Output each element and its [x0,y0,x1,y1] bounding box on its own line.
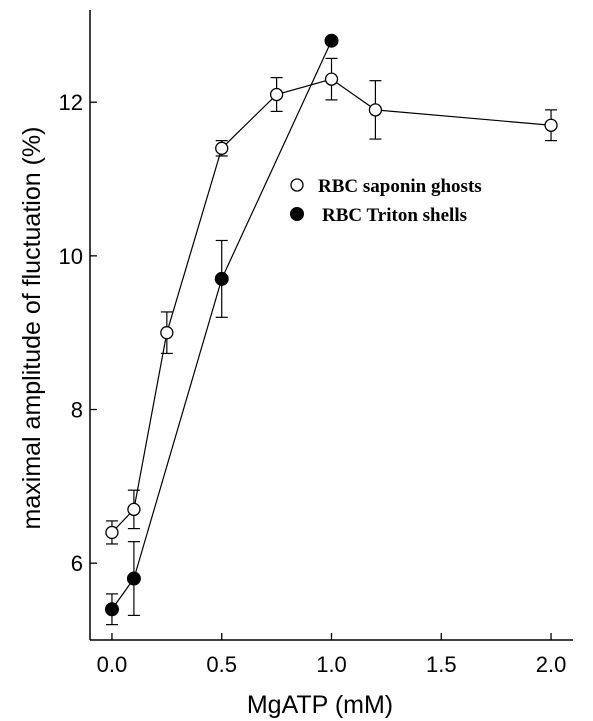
y-axis-title: maximal amplitude of fluctuation (%) [18,127,46,530]
series-saponin [105,57,558,545]
y-ticks: 6 8 10 12 [59,90,97,576]
data-point [104,602,119,617]
legend-label-saponin: RBC saponin ghosts [318,176,482,197]
data-point [215,141,229,155]
x-tick-label: 1.0 [316,652,347,677]
x-ticks: 0.0 0.5 1.0 1.5 2.0 [97,633,567,677]
data-point [368,103,383,117]
x-tick-label: 0.5 [206,652,237,677]
legend: RBC saponin ghosts RBC Triton shells [290,176,482,226]
x-tick-label: 1.5 [426,652,457,677]
x-axis-title: MgATP (mM) [247,691,393,719]
y-tick-label: 8 [71,398,83,423]
legend-label-triton: RBC Triton shells [322,205,467,226]
legend-marker-triton [290,207,304,221]
series-layer [104,33,558,626]
y-tick-label: 12 [59,90,83,115]
data-point [269,87,284,102]
data-point [126,571,141,586]
data-point [324,33,339,48]
x-tick-label: 0.0 [97,652,128,677]
data-point [105,525,119,540]
data-point [127,502,141,517]
series-line-saponin [111,78,552,533]
y-tick-label: 6 [71,551,83,576]
legend-marker-saponin [290,178,304,192]
series-line-triton [111,40,333,610]
plot-frame [89,10,573,641]
data-point [324,72,339,86]
data-point [544,118,558,132]
data-point [214,271,229,286]
series-triton [104,33,339,626]
data-point [160,326,174,340]
x-tick-label: 2.0 [536,652,567,677]
y-tick-label: 10 [59,244,83,269]
